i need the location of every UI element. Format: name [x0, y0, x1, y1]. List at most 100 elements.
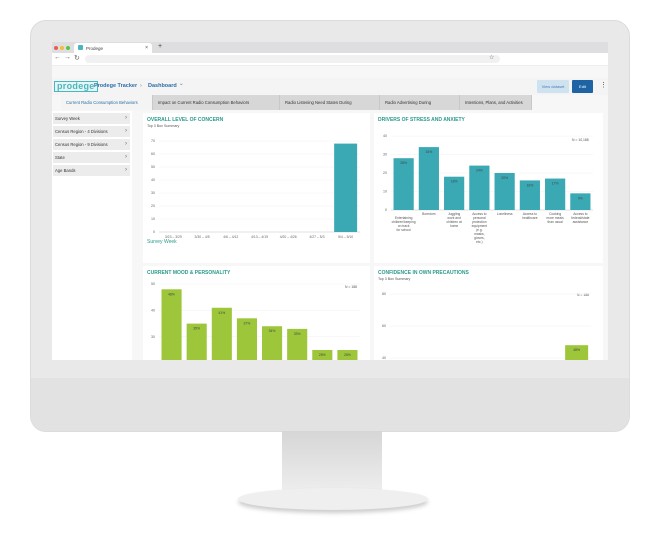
browser-tab[interactable]: Prodege × [74, 43, 152, 53]
bar [211, 307, 232, 360]
minimize-window-icon[interactable] [60, 45, 64, 50]
data-label: 28% [400, 161, 407, 165]
x-tick-label: Boredom [422, 212, 436, 216]
filter-census-region-9[interactable]: Census Region - 9 Divisions › [53, 139, 130, 150]
address-bar-row: ← → ↻ ☆ [52, 53, 608, 66]
bar [312, 350, 333, 360]
view-dataset-button[interactable]: View dataset [537, 80, 569, 93]
chart-panel-current-mood: CURRENT MOOD & PERSONALITY N = 188 10203… [143, 266, 370, 360]
bar [393, 158, 414, 210]
filter-age-bands[interactable]: Age Bands › [53, 165, 130, 176]
maximize-window-icon[interactable] [66, 45, 70, 50]
data-label: 37% [244, 321, 251, 325]
data-label: 18% [451, 180, 458, 184]
sample-size-label: N = 10,188 [572, 138, 589, 142]
prodege-logo[interactable]: prodege [54, 81, 98, 92]
filter-state[interactable]: State › [53, 152, 130, 163]
data-label: 34% [269, 329, 276, 333]
tab-radio-listening-need-states[interactable]: Radio Listening Need States During [280, 95, 380, 110]
bar [469, 165, 490, 210]
y-tick-label: 0 [385, 208, 387, 212]
more-options-icon[interactable]: ⋮ [600, 82, 607, 89]
bar [570, 193, 591, 210]
dashboard-tabs: Current Radio Consumption Behaviors Impa… [52, 95, 608, 110]
url-input[interactable] [85, 55, 500, 63]
breadcrumb-app[interactable]: Prodege Tracker [94, 83, 138, 89]
tab-impact-on-radio-consumption[interactable]: Impact on Current Radio Consumption Beha… [153, 95, 280, 110]
monitor-stand [282, 431, 382, 493]
y-tick-label: 30 [151, 335, 155, 339]
back-icon[interactable]: ← [54, 54, 61, 61]
bar [287, 328, 308, 360]
chart-title: CURRENT MOOD & PERSONALITY [147, 270, 231, 276]
filter-label: Age Bands [55, 168, 76, 173]
chart-subtitle: Top 3 Box Summary [378, 277, 411, 281]
screen: Prodege × + ← → ↻ ☆ prodege Prodege Trac… [52, 42, 608, 360]
filter-sidebar: Survey Week › Census Region - 4 Divisions… [52, 111, 132, 360]
x-tick-label: Loneliness [497, 212, 513, 216]
y-tick-label: 60 [382, 324, 386, 328]
data-label: 41% [218, 311, 225, 315]
data-label: 33% [294, 332, 301, 336]
data-label: 48% [168, 292, 175, 296]
tab-radio-advertising[interactable]: Radio Advertising During [380, 95, 460, 110]
filter-label: Survey Week [55, 116, 80, 121]
data-label: 25% [319, 353, 326, 357]
reload-icon[interactable]: ↻ [74, 55, 80, 62]
y-tick-label: 30 [151, 191, 155, 195]
bar-chart: 0 10 20 30 40 28% Entertaining children/keeping… [383, 134, 593, 244]
chart-title: CONFIDENCE IN OWN PRECAUTIONS [378, 270, 469, 276]
browser-tab-bar: Prodege × + [52, 42, 608, 53]
y-tick-label: 80 [382, 292, 386, 296]
y-tick-label: 40 [382, 356, 386, 360]
bar [444, 176, 465, 210]
bookmark-star-icon[interactable]: ☆ [489, 55, 495, 61]
filter-survey-week[interactable]: Survey Week › [53, 113, 130, 124]
x-tick-label: Juggling work and children at home [447, 212, 462, 228]
bar [545, 178, 566, 210]
chevron-right-icon: › [125, 167, 127, 173]
chart-panel-drivers-of-stress: DRIVERS OF STRESS AND ANXIETY N = 10,188… [374, 113, 603, 263]
x-axis-label: Survey Week [147, 239, 177, 245]
y-tick-label: 50 [151, 282, 155, 286]
tab-current-radio-consumption[interactable]: Current Radio Consumption Behaviors [61, 95, 153, 110]
chart-subtitle: Top 3 Box Summary [147, 124, 180, 128]
close-window-icon[interactable] [54, 45, 58, 50]
monitor-chin [31, 378, 629, 431]
bar [161, 289, 182, 360]
filter-census-region-4[interactable]: Census Region - 4 Divisions › [53, 126, 130, 137]
breadcrumb-dashboard[interactable]: Dashboard [148, 83, 177, 89]
tab-intentions-plans[interactable]: Intentions, Plans, and Activities [460, 95, 532, 110]
bar-chart: 0 10 20 30 40 50 60 70 3/23 – 3/29 3/30 – 4/5 4/6 … [151, 139, 360, 239]
close-tab-icon[interactable]: × [145, 45, 148, 51]
data-label: 25% [344, 353, 351, 357]
y-tick-label: 30 [383, 153, 387, 157]
bar [262, 326, 283, 360]
x-tick-label: Access to personal protection equipment (e.g… [472, 212, 487, 244]
chart-panel-confidence: CONFIDENCE IN OWN PRECAUTIONS Top 3 Box … [374, 266, 603, 360]
x-tick-label: Cooking more meals than usual [547, 212, 565, 224]
forward-icon[interactable]: → [64, 54, 71, 61]
y-tick-label: 40 [383, 134, 387, 138]
chevron-right-icon: › [125, 128, 127, 134]
bar-chart: 2040608048% [382, 292, 591, 360]
x-tick-label: Access to federal/state assistance [571, 212, 589, 224]
y-tick-label: 10 [383, 190, 387, 194]
bar [519, 180, 540, 210]
x-tick-label: 4/20 – 4/26 [280, 235, 297, 239]
y-tick-label: 0 [153, 230, 155, 234]
bar [337, 350, 358, 360]
chart-title: DRIVERS OF STRESS AND ANXIETY [378, 117, 465, 123]
x-tick-label: 3/30 – 4/5 [195, 235, 210, 239]
x-tick-label: 4/27 – 5/3 [309, 235, 324, 239]
app-header: prodege Prodege Tracker › Dashboard ⌄ Vi… [52, 78, 608, 95]
chevron-down-icon[interactable]: ⌄ [179, 81, 184, 87]
new-tab-button[interactable]: + [158, 43, 163, 50]
data-label: 16% [526, 183, 533, 187]
y-tick-label: 10 [151, 217, 155, 221]
bar [334, 143, 358, 232]
chevron-right-icon: › [125, 141, 127, 147]
bar [418, 147, 439, 210]
edit-button[interactable]: Edit [572, 80, 593, 93]
y-tick-label: 20 [383, 171, 387, 175]
